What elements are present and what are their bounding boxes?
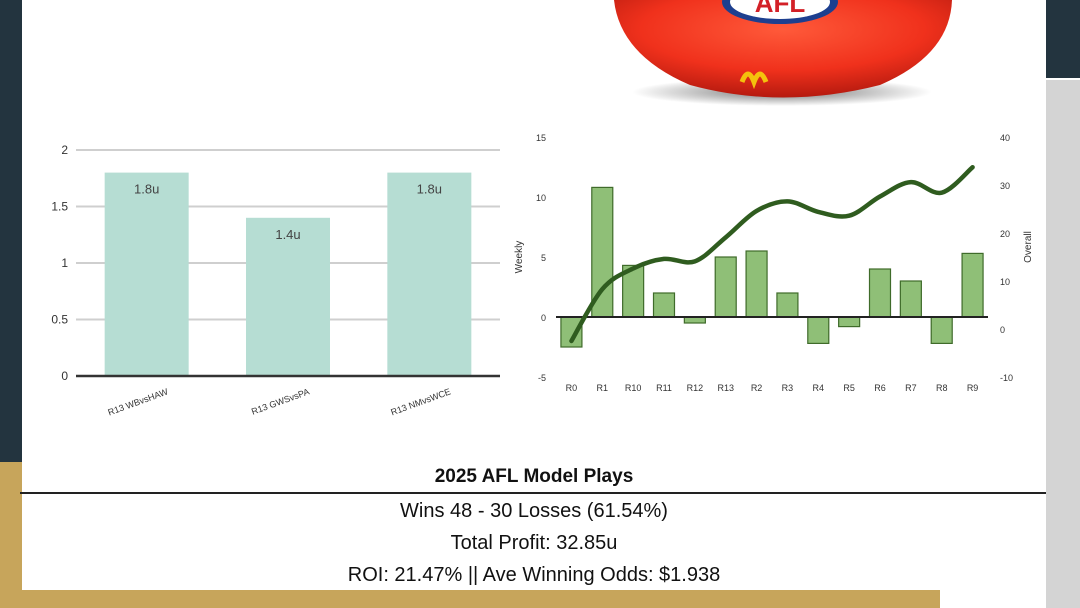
y-tick-label: 0.5 (51, 313, 68, 327)
y2-tick-label: 0 (1000, 325, 1005, 335)
weekly-bar (930, 316, 953, 344)
background-gray-strip-right (1046, 80, 1080, 608)
weekly-bar (745, 250, 768, 318)
x-tick-label: R0 (566, 383, 578, 393)
x-tick-label: R2 (751, 383, 763, 393)
y-axis-label: Weekly (514, 241, 525, 274)
weekly-bar (652, 292, 676, 318)
footer-title: 2025 AFL Model Plays (434, 466, 634, 487)
weekly-bar (838, 316, 861, 328)
x-tick-label: R12 (687, 383, 704, 393)
ball-body (614, 0, 952, 98)
y-tick-label: 2 (61, 143, 68, 157)
y2-tick-label: 30 (1000, 181, 1010, 191)
y-tick-label: -5 (538, 373, 546, 383)
x-tick-label: R10 (625, 383, 642, 393)
bar-data-label: 1.8u (134, 182, 159, 197)
x-tick-label: R9 (967, 383, 979, 393)
weekly-bar (899, 280, 922, 318)
bar-data-label: 1.4u (275, 227, 300, 242)
y-tick-label: 0 (61, 369, 68, 383)
x-tick-label: R3 (782, 383, 794, 393)
y2-axis-label: Overall (1023, 231, 1034, 263)
x-tick-label: R5 (843, 383, 855, 393)
overall-line (569, 164, 975, 344)
x-tick-label: R4 (813, 383, 825, 393)
y-tick-label: 1.5 (51, 200, 68, 214)
x-tick-label: R6 (874, 383, 886, 393)
y2-tick-label: -10 (1000, 373, 1013, 383)
roi-text: ROI: 21.47% || Ave Winning Odds: $1.938 (347, 564, 721, 586)
afl-logo-text: AFL (755, 0, 806, 18)
y2-tick-label: 20 (1000, 229, 1010, 239)
y-tick-label: 5 (541, 253, 546, 263)
record-text: Wins 48 - 30 Losses (61.54%) (400, 500, 668, 522)
y-tick-label: 15 (536, 133, 546, 143)
x-tick-label: R11 (656, 383, 672, 393)
weekly-bar (776, 292, 799, 318)
bar-data-label: 1.8u (417, 182, 442, 197)
x-tick-label: R8 (936, 383, 948, 393)
bar (387, 172, 472, 376)
y2-tick-label: 40 (1000, 133, 1010, 143)
mcdonalds-logo (739, 71, 769, 90)
weekly-bar (807, 316, 830, 344)
weekly-bar (961, 252, 984, 318)
footer-divider (20, 492, 1046, 494)
x-tick-label: R13 (717, 383, 734, 393)
weekly-bar (714, 256, 737, 318)
weekly-bar (868, 268, 892, 318)
y-tick-label: 0 (541, 313, 546, 323)
bar (104, 172, 189, 376)
bar (246, 217, 330, 376)
profit-text: Total Profit: 32.85u (450, 532, 618, 554)
x-tick-label: R7 (905, 383, 917, 393)
background-dark-strip-right (1046, 0, 1080, 78)
y-tick-label: 1 (61, 256, 68, 270)
y2-tick-label: 10 (1000, 277, 1010, 287)
y-tick-label: 10 (536, 193, 546, 203)
background-dark-strip-left (0, 0, 22, 462)
x-tick-label: R1 (597, 383, 609, 393)
